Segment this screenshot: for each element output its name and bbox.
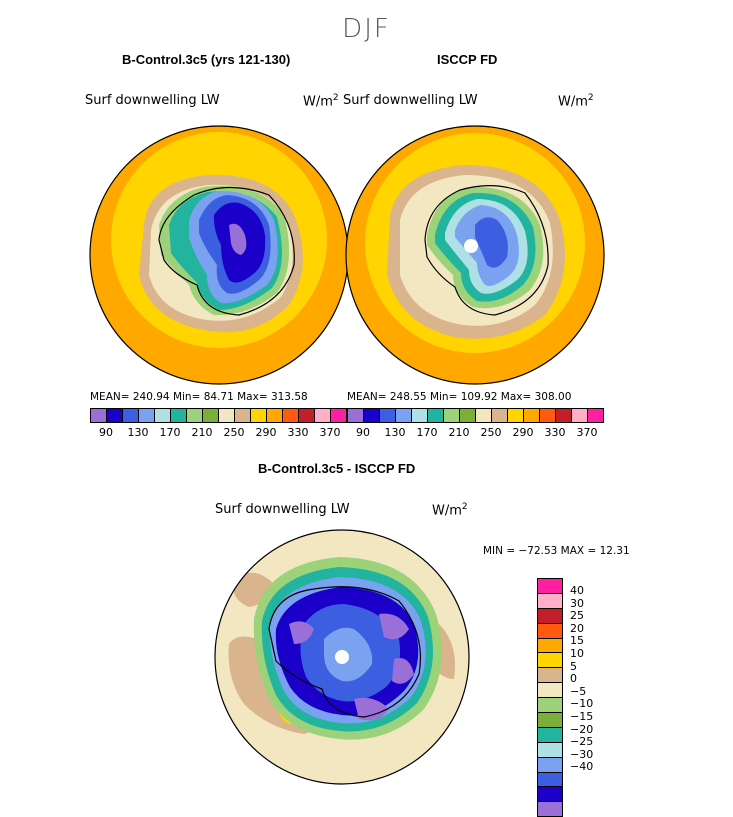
right-colorbar-swatch — [523, 409, 539, 422]
diff-colorbar-swatch — [538, 652, 562, 668]
diff-colorbar-swatch — [538, 771, 562, 787]
diff-colorbar-swatch — [538, 712, 562, 727]
right-colorbar-swatch — [427, 409, 443, 422]
right-colorbar-swatch — [395, 409, 411, 422]
diff-colorbar-tick-label: −15 — [570, 710, 594, 723]
right-panel-title: ISCCP FD — [437, 52, 498, 67]
right-polar-map — [345, 125, 605, 385]
left-colorbar-swatch — [234, 409, 250, 422]
diff-panel-title: B-Control.3c5 - ISCCP FD — [258, 461, 416, 476]
diff-colorbar-swatch — [538, 622, 562, 638]
right-variable-label: Surf downwelling LW — [343, 93, 478, 108]
diff-colorbar — [537, 578, 563, 817]
diff-colorbar-swatch — [538, 741, 562, 757]
diff-colorbar-swatch — [538, 667, 562, 683]
diff-colorbar-tick-label: −10 — [570, 697, 594, 711]
left-colorbar-swatch — [170, 409, 186, 422]
diff-colorbar-tick-label: 40 — [570, 584, 584, 597]
diff-colorbar-tick-label: 5 — [570, 659, 577, 673]
diff-colorbar-tick-label: −30 — [570, 747, 594, 761]
right-colorbar-tick-label: 250 — [480, 426, 502, 439]
diff-colorbar-swatch — [538, 592, 562, 608]
diff-colorbar-swatch — [538, 607, 562, 623]
right-colorbar-swatch — [587, 409, 603, 422]
left-colorbar-tick-label: 90 — [99, 426, 113, 439]
left-colorbar-swatch — [91, 409, 106, 422]
diff-colorbar-swatch — [538, 697, 562, 713]
left-colorbar-swatch — [186, 409, 202, 422]
diff-stats: MIN = −72.53 MAX = 12.31 — [483, 545, 630, 557]
right-colorbar-ticks: 90 130 170 210 250 290 330 370 — [347, 426, 598, 440]
right-colorbar-swatch — [379, 409, 395, 422]
left-colorbar-tick-label: 250 — [223, 426, 245, 439]
right-stats: MEAN= 248.55 Min= 109.92 Max= 308.00 — [347, 391, 572, 403]
diff-variable-label: Surf downwelling LW — [215, 502, 350, 517]
diff-colorbar-tick-label: −20 — [570, 722, 594, 736]
left-colorbar-tick-label: 290 — [255, 426, 277, 439]
left-colorbar-swatch — [202, 409, 218, 422]
diff-colorbar-swatch — [538, 682, 562, 698]
left-colorbar-swatch — [314, 409, 330, 422]
left-colorbar-swatch — [218, 409, 234, 422]
diff-units-label: W/m2 — [432, 502, 468, 519]
left-variable-label: Surf downwelling LW — [85, 93, 220, 108]
left-colorbar-tick-label: 130 — [127, 426, 149, 439]
right-colorbar-tick-label: 170 — [416, 426, 438, 439]
left-colorbar-swatch — [330, 409, 346, 422]
right-colorbar-swatch — [507, 409, 523, 422]
right-colorbar-tick-label: 210 — [448, 426, 470, 439]
diff-colorbar-tick-label: 25 — [570, 609, 584, 623]
left-colorbar-swatch — [106, 409, 122, 422]
diff-colorbar-swatch — [538, 579, 562, 593]
right-colorbar-swatch — [348, 409, 363, 422]
right-colorbar-swatch — [459, 409, 475, 422]
right-units-label: W/m2 — [558, 93, 594, 110]
right-colorbar-swatch — [443, 409, 459, 422]
diff-colorbar-swatch — [538, 756, 562, 772]
left-colorbar-swatch — [138, 409, 154, 422]
left-colorbar-ticks: 90 130 170 210 250 290 330 370 — [90, 426, 341, 440]
left-colorbar-swatch — [250, 409, 266, 422]
diff-colorbar-tick-label: 10 — [570, 647, 584, 660]
right-colorbar-swatch — [491, 409, 507, 422]
left-colorbar-swatch — [154, 409, 170, 422]
right-colorbar-swatch — [539, 409, 555, 422]
left-colorbar-tick-label: 330 — [287, 426, 309, 439]
diff-colorbar-swatch — [538, 726, 562, 742]
diff-colorbar-tick-label: −40 — [570, 760, 594, 774]
left-colorbar-tick-label: 210 — [191, 426, 213, 439]
diff-colorbar-swatch — [538, 637, 562, 653]
diff-colorbar-swatch — [538, 801, 562, 817]
left-colorbar-tick-label: 170 — [159, 426, 181, 439]
left-units-label: W/m2 — [303, 93, 339, 110]
left-colorbar-swatch — [266, 409, 282, 422]
figure-title: DJF — [342, 14, 391, 44]
diff-colorbar-tick-label: 30 — [570, 596, 584, 610]
right-colorbar-swatch — [475, 409, 491, 422]
right-colorbar-tick-label: 370 — [576, 426, 598, 439]
right-colorbar-swatch — [411, 409, 427, 422]
left-colorbar-tick-label: 370 — [319, 426, 341, 439]
right-colorbar-tick-label: 290 — [512, 426, 534, 439]
diff-colorbar-tick-label: −5 — [570, 684, 587, 698]
left-stats: MEAN= 240.94 Min= 84.71 Max= 313.58 — [90, 391, 308, 403]
diff-colorbar-tick-label: 0 — [570, 672, 577, 686]
right-colorbar-tick-label: 130 — [384, 426, 406, 439]
left-panel-title: B-Control.3c5 (yrs 121-130) — [122, 52, 291, 67]
diff-colorbar-tick-label: 20 — [570, 621, 584, 635]
right-colorbar-swatch — [555, 409, 571, 422]
right-colorbar-tick-label: 90 — [356, 426, 370, 439]
right-colorbar — [347, 408, 604, 423]
diff-colorbar-tick-label: 15 — [570, 634, 584, 648]
left-colorbar-swatch — [282, 409, 298, 422]
left-colorbar-swatch — [122, 409, 138, 422]
right-colorbar-swatch — [571, 409, 587, 422]
right-colorbar-swatch — [363, 409, 379, 422]
diff-polar-map — [214, 529, 470, 785]
right-colorbar-tick-label: 330 — [544, 426, 566, 439]
diff-colorbar-tick-label: −25 — [570, 735, 594, 749]
left-colorbar — [90, 408, 347, 423]
left-colorbar-swatch — [298, 409, 314, 422]
left-polar-map — [89, 125, 349, 385]
